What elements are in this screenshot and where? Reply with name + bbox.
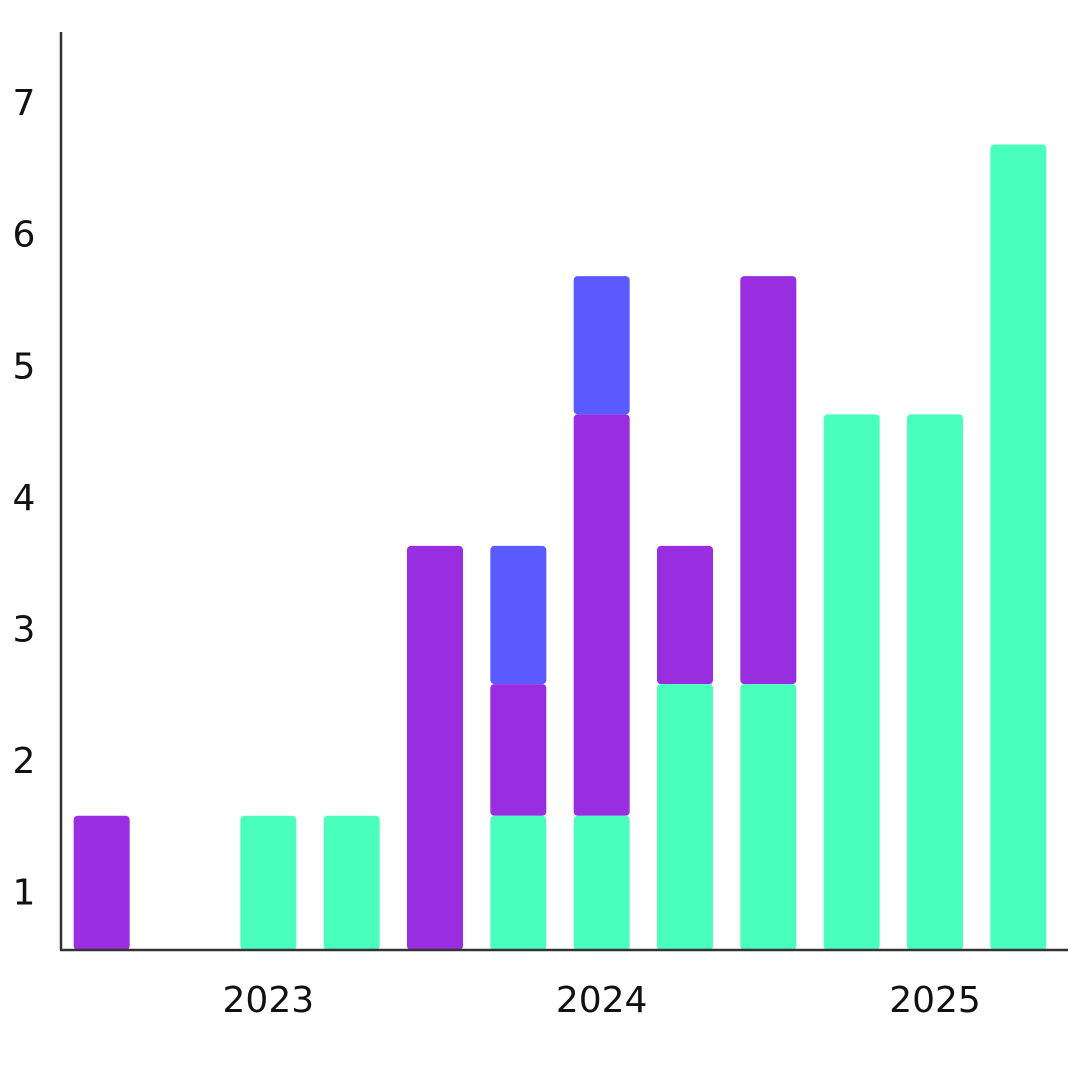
bar-segment	[323, 815, 380, 950]
bar-segment	[240, 815, 297, 950]
y-tick-label: 7	[13, 83, 36, 124]
y-tick-label: 4	[13, 478, 36, 519]
y-tick-label: 5	[13, 346, 36, 387]
y-tick-label: 2	[13, 741, 36, 782]
bar-segment	[490, 545, 547, 685]
bar-segment	[740, 684, 797, 950]
bar-segment	[573, 276, 630, 415]
bar-segment	[407, 545, 463, 950]
y-tick-label: 6	[13, 215, 36, 256]
bar-segment	[573, 815, 630, 950]
bar-segment	[990, 144, 1047, 950]
bar-segment	[907, 414, 963, 951]
bar-segment	[573, 414, 630, 816]
y-tick-label: 3	[13, 609, 36, 650]
bar-segment	[823, 414, 880, 951]
x-tick-label: 2024	[556, 980, 648, 1021]
bar-segment	[490, 684, 547, 816]
x-tick-label: 2025	[889, 980, 981, 1021]
bar-segment	[73, 815, 130, 950]
bar-segment	[740, 276, 797, 685]
x-tick-label: 2023	[223, 980, 315, 1021]
bar-segment	[657, 545, 713, 685]
bar-segment	[657, 684, 713, 950]
bar-segment	[490, 815, 547, 950]
y-tick-label: 1	[13, 873, 36, 914]
